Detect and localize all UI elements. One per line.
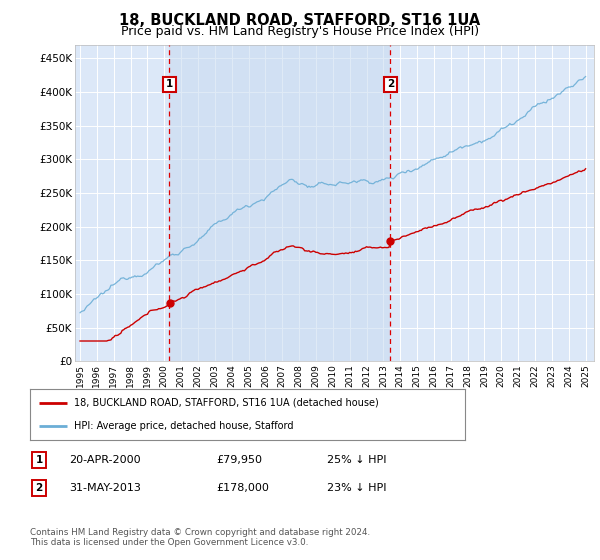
Text: 23% ↓ HPI: 23% ↓ HPI — [327, 483, 386, 493]
Text: Price paid vs. HM Land Registry's House Price Index (HPI): Price paid vs. HM Land Registry's House … — [121, 25, 479, 38]
Text: 1: 1 — [35, 455, 43, 465]
Text: 25% ↓ HPI: 25% ↓ HPI — [327, 455, 386, 465]
Text: 20-APR-2000: 20-APR-2000 — [69, 455, 140, 465]
Text: £178,000: £178,000 — [216, 483, 269, 493]
Text: 18, BUCKLAND ROAD, STAFFORD, ST16 1UA: 18, BUCKLAND ROAD, STAFFORD, ST16 1UA — [119, 13, 481, 29]
Text: Contains HM Land Registry data © Crown copyright and database right 2024.
This d: Contains HM Land Registry data © Crown c… — [30, 528, 370, 547]
Text: 2: 2 — [386, 80, 394, 90]
Text: 18, BUCKLAND ROAD, STAFFORD, ST16 1UA (detached house): 18, BUCKLAND ROAD, STAFFORD, ST16 1UA (d… — [74, 398, 378, 408]
Text: 1: 1 — [166, 80, 173, 90]
Bar — [169, 45, 390, 361]
Text: 31-MAY-2013: 31-MAY-2013 — [69, 483, 141, 493]
Text: 2: 2 — [35, 483, 43, 493]
Text: £79,950: £79,950 — [216, 455, 262, 465]
Text: HPI: Average price, detached house, Stafford: HPI: Average price, detached house, Staf… — [74, 421, 293, 431]
